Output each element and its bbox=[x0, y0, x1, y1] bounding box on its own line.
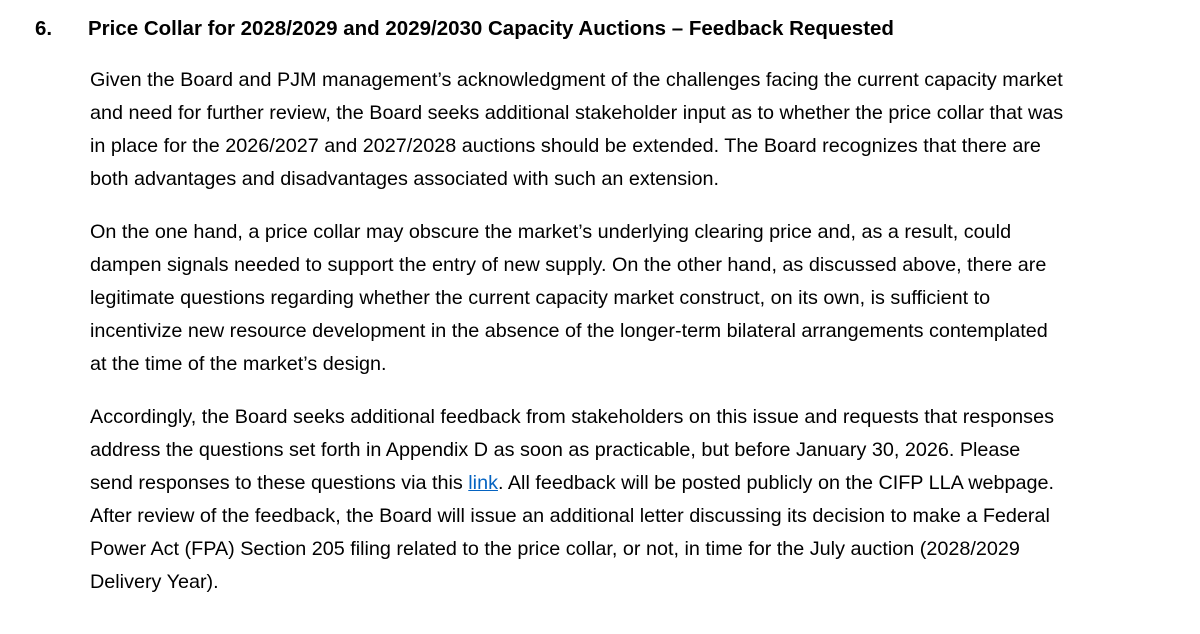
text-line: and need for further review, the Board s… bbox=[90, 97, 1150, 130]
text-segment: . All feedback will be posted publicly o… bbox=[497, 472, 1055, 494]
text-line: Delivery Year). bbox=[90, 566, 1150, 599]
text-line: Power Act (FPA) Section 205 filing relat… bbox=[90, 533, 1150, 566]
text-line: at the time of the market’s design. bbox=[90, 348, 1150, 381]
section-title: Price Collar for 2028/2029 and 2029/2030… bbox=[88, 17, 894, 40]
text-segment: and need for further review, the Board s… bbox=[90, 102, 1064, 124]
section-number: 6. bbox=[35, 17, 53, 40]
document-body: Given the Board and PJM management’s ack… bbox=[90, 64, 1150, 599]
text-segment: incentivize new resource development in … bbox=[90, 320, 1048, 342]
text-line: After review of the feedback, the Board … bbox=[90, 500, 1150, 533]
text-segment: Delivery Year). bbox=[90, 571, 219, 593]
text-line: Given the Board and PJM management’s ack… bbox=[90, 64, 1150, 97]
paragraph-2: On the one hand, a price collar may obsc… bbox=[90, 216, 1150, 381]
text-segment: send responses to these questions via th… bbox=[90, 472, 469, 494]
text-segment: Power Act (FPA) Section 205 filing relat… bbox=[90, 538, 1020, 560]
text-line: both advantages and disadvantages associ… bbox=[90, 163, 1150, 196]
paragraph-1: Given the Board and PJM management’s ack… bbox=[90, 64, 1150, 196]
text-line: incentivize new resource development in … bbox=[90, 315, 1150, 348]
text-segment: Accordingly, the Board seeks additional … bbox=[90, 406, 1054, 428]
text-segment: both advantages and disadvantages associ… bbox=[90, 168, 720, 190]
text-segment: Given the Board and PJM management’s ack… bbox=[90, 69, 1063, 91]
text-line: dampen signals needed to support the ent… bbox=[90, 249, 1150, 282]
text-segment: legitimate questions regarding whether t… bbox=[90, 287, 991, 309]
text-segment: address the questions set forth in Appen… bbox=[90, 439, 1021, 461]
paragraph-3: Accordingly, the Board seeks additional … bbox=[90, 401, 1150, 599]
text-line: On the one hand, a price collar may obsc… bbox=[90, 216, 1150, 249]
text-line: address the questions set forth in Appen… bbox=[90, 434, 1150, 467]
text-segment: in place for the 2026/2027 and 2027/2028… bbox=[90, 135, 1041, 157]
text-line: send responses to these questions via th… bbox=[90, 467, 1150, 500]
section-heading: 6. Price Collar for 2028/2029 and 2029/20… bbox=[35, 16, 894, 42]
text-segment: On the one hand, a price collar may obsc… bbox=[90, 221, 1012, 243]
text-segment: After review of the feedback, the Board … bbox=[90, 505, 1050, 527]
feedback-response-link[interactable]: link bbox=[468, 472, 498, 494]
text-line: in place for the 2026/2027 and 2027/2028… bbox=[90, 130, 1150, 163]
text-segment: at the time of the market’s design. bbox=[90, 353, 387, 375]
text-line: Accordingly, the Board seeks additional … bbox=[90, 401, 1150, 434]
text-line: legitimate questions regarding whether t… bbox=[90, 282, 1150, 315]
text-segment: dampen signals needed to support the ent… bbox=[90, 254, 1047, 276]
